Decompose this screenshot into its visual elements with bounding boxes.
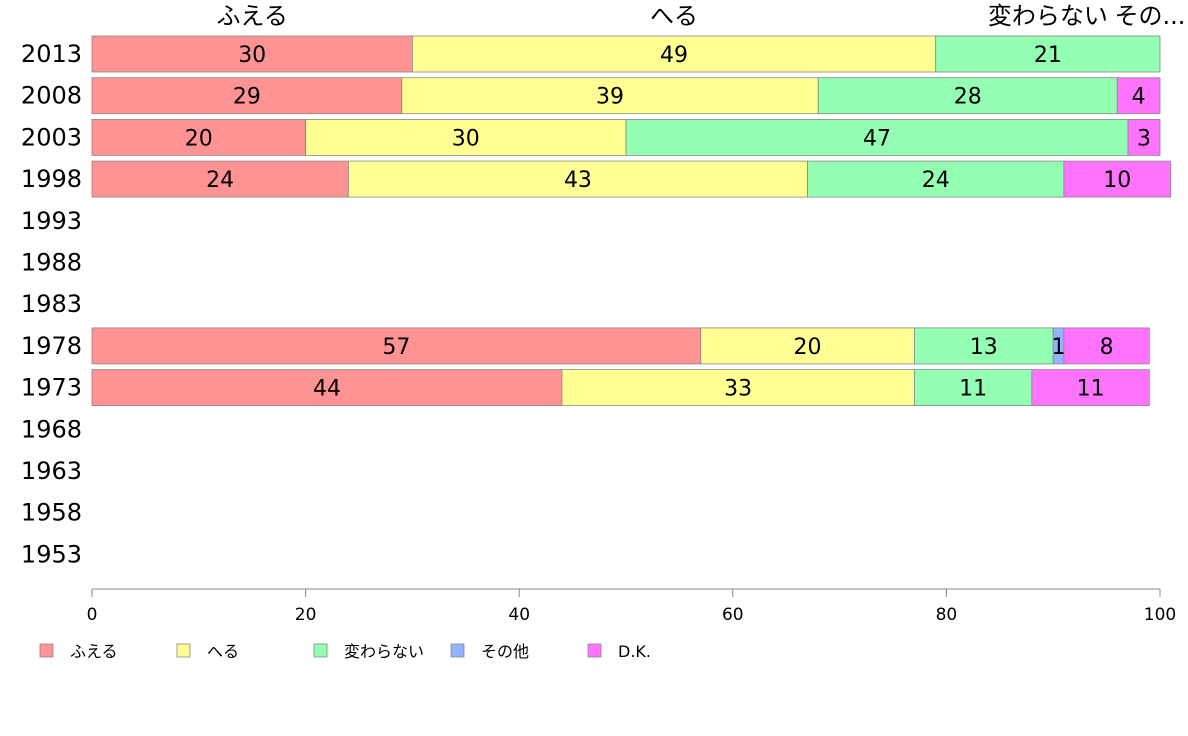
year-label: 1963: [21, 457, 82, 485]
legend-swatch: [313, 643, 328, 658]
data-label: 10: [1103, 168, 1131, 193]
bar-segment: [1031, 369, 1150, 407]
bar-segment: [1127, 119, 1161, 156]
legend-swatch: [587, 643, 602, 658]
bar-segment: [305, 119, 627, 156]
data-label: 20: [794, 335, 822, 360]
column-label: ふえる: [217, 2, 288, 30]
bar-segment: [401, 77, 819, 115]
data-label: 24: [922, 168, 950, 193]
bar-segment: [1063, 160, 1172, 198]
year-label: 1953: [21, 540, 82, 568]
year-label: 1983: [21, 290, 82, 318]
bar-segment: [700, 327, 915, 365]
data-label: 8: [1100, 335, 1114, 360]
year-label: 2013: [21, 40, 82, 68]
year-label: 2003: [21, 123, 82, 151]
data-label: 39: [596, 85, 624, 110]
data-label: 1: [1052, 335, 1066, 360]
column-label: 変わらない: [988, 2, 1108, 30]
bar-segment: [913, 327, 1054, 365]
data-label: 33: [724, 377, 752, 402]
data-label: 49: [660, 43, 688, 68]
bar-segment: [817, 77, 1118, 115]
column-label: へる: [650, 2, 698, 30]
bar-segment: [935, 35, 1161, 73]
data-label: 57: [382, 335, 410, 360]
legend-label: へる: [207, 642, 239, 661]
bar-segment: [91, 119, 307, 156]
legend-swatch: [39, 643, 54, 658]
x-tick-label: 40: [508, 605, 530, 625]
year-label: 1978: [21, 332, 82, 360]
legend-swatch: [450, 643, 465, 658]
column-label: その...: [1115, 2, 1186, 30]
x-tick-label: 60: [722, 605, 744, 625]
data-label: 29: [233, 85, 261, 110]
data-label: 11: [959, 377, 987, 402]
year-label: 2008: [21, 82, 82, 110]
x-tick-label: 0: [87, 605, 98, 625]
data-label: 24: [206, 168, 234, 193]
year-label: 1998: [21, 165, 82, 193]
bar-segment: [625, 119, 1129, 156]
x-tick-label: 100: [1144, 605, 1176, 625]
year-label: 1958: [21, 499, 82, 527]
bar-segment: [913, 369, 1033, 407]
bar-segment: [1116, 77, 1161, 115]
data-label: 11: [1077, 377, 1105, 402]
legend-label: その他: [481, 642, 529, 661]
x-tick-label: 80: [936, 605, 958, 625]
x-tick-label: 20: [295, 605, 317, 625]
data-label: 44: [313, 377, 341, 402]
bar-segment: [807, 160, 1065, 198]
bar-segment: [91, 327, 702, 365]
data-label: 43: [564, 168, 592, 193]
bar-segment: [347, 160, 808, 198]
bar-segment: [91, 77, 403, 115]
data-label: 47: [863, 126, 891, 151]
data-label: 3: [1137, 126, 1151, 151]
year-label: 1973: [21, 374, 82, 402]
year-label: 1968: [21, 415, 82, 443]
year-label: 1993: [21, 207, 82, 235]
bar-segment: [411, 35, 937, 73]
bar-segment: [91, 160, 349, 198]
data-label: 30: [238, 43, 266, 68]
data-label: 4: [1132, 85, 1146, 110]
legend-label: D.K.: [618, 642, 651, 661]
year-label: 1988: [21, 249, 82, 277]
data-label: 28: [954, 85, 982, 110]
data-label: 13: [970, 335, 998, 360]
legend-label: 変わらない: [344, 642, 424, 661]
data-label: 21: [1034, 43, 1062, 68]
bar-segment: [1063, 327, 1150, 365]
data-label: 30: [452, 126, 480, 151]
legend-swatch: [176, 643, 191, 658]
data-label: 20: [185, 126, 213, 151]
bar-segment: [91, 35, 413, 73]
legend-label: ふえる: [70, 642, 118, 661]
